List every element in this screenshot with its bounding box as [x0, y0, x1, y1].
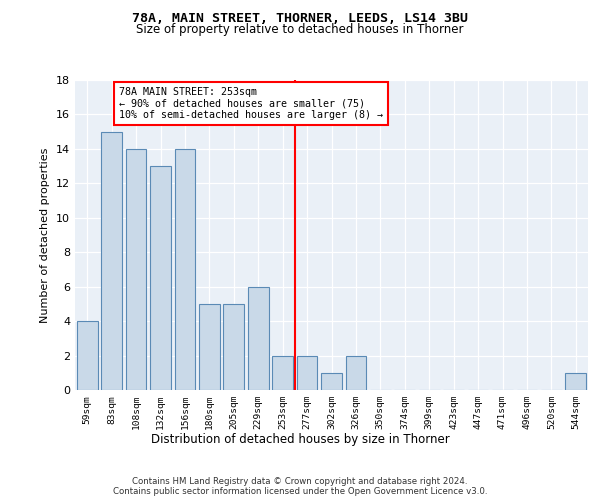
Text: Size of property relative to detached houses in Thorner: Size of property relative to detached ho…: [136, 22, 464, 36]
Bar: [223, 304, 244, 390]
Text: Contains HM Land Registry data © Crown copyright and database right 2024.: Contains HM Land Registry data © Crown c…: [132, 478, 468, 486]
Bar: [296, 356, 317, 390]
Bar: [77, 321, 98, 390]
Text: 78A, MAIN STREET, THORNER, LEEDS, LS14 3BU: 78A, MAIN STREET, THORNER, LEEDS, LS14 3…: [132, 12, 468, 26]
Text: Distribution of detached houses by size in Thorner: Distribution of detached houses by size …: [151, 432, 449, 446]
Text: 78A MAIN STREET: 253sqm
← 90% of detached houses are smaller (75)
10% of semi-de: 78A MAIN STREET: 253sqm ← 90% of detache…: [119, 87, 383, 120]
Bar: [125, 149, 146, 390]
Bar: [199, 304, 220, 390]
Bar: [175, 149, 196, 390]
Bar: [272, 356, 293, 390]
Bar: [565, 373, 586, 390]
Bar: [101, 132, 122, 390]
Bar: [346, 356, 367, 390]
Bar: [150, 166, 171, 390]
Y-axis label: Number of detached properties: Number of detached properties: [40, 148, 50, 322]
Bar: [321, 373, 342, 390]
Bar: [248, 286, 269, 390]
Text: Contains public sector information licensed under the Open Government Licence v3: Contains public sector information licen…: [113, 488, 487, 496]
